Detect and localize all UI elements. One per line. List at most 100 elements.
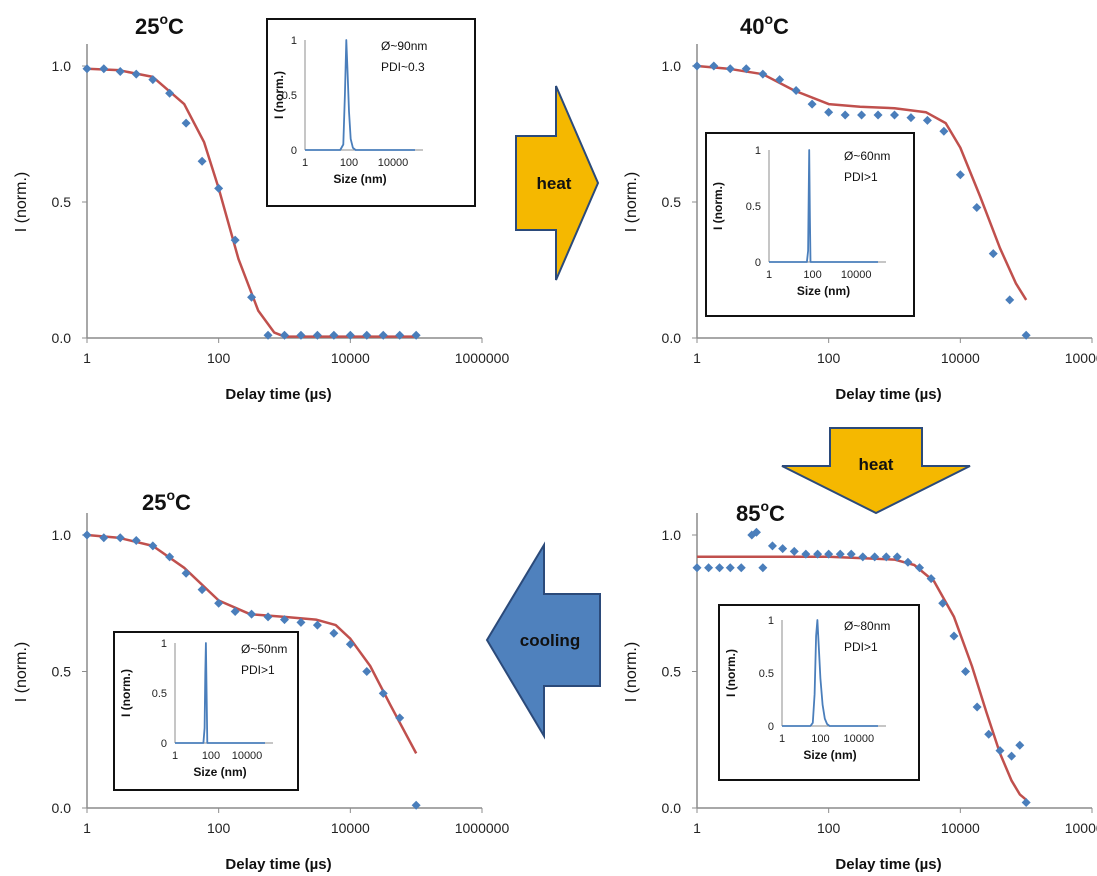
chart-panel-1: 1 100 10000 1000000 0.0 0.5 1.0 Delay time (µs)… (13, 11, 509, 403)
inset-x-tick-label: 100 (803, 269, 821, 281)
chart-panel-4: 1 100 10000 1000000 0.0 0.5 1.0 Delay time (µs)… (623, 498, 1097, 873)
inset-x-tick-label: 1 (172, 750, 178, 762)
heat-arrow-right: heat (515, 85, 600, 281)
inset-annotation: PDI>1 (241, 663, 275, 677)
data-point (181, 118, 191, 128)
data-point (99, 533, 109, 543)
data-point (131, 535, 141, 545)
data-point (939, 126, 949, 136)
data-point (715, 563, 725, 573)
data-point (704, 563, 714, 573)
inset-annotation: Ø~50nm (241, 642, 287, 656)
data-point (984, 729, 994, 739)
data-point (230, 235, 240, 245)
x-axis-label: Delay time (µs) (835, 856, 941, 873)
data-point (922, 115, 932, 125)
inset-frame (266, 18, 476, 207)
heat-arrow-right-shape (515, 85, 600, 281)
data-point (82, 530, 92, 540)
inset-y-tick-label: 0 (291, 145, 297, 157)
inset-x-axis-label: Size (nm) (797, 284, 850, 298)
x-axis-label: Delay time (µs) (225, 856, 331, 873)
inset-size-distribution (305, 39, 415, 151)
chart-title-degree: o (166, 487, 175, 503)
data-point (362, 667, 372, 676)
data-point (751, 527, 761, 537)
y-axis-label: I (norm.) (623, 642, 640, 702)
data-point (1007, 751, 1017, 761)
inset-y-tick-label: 0 (768, 721, 774, 733)
heat-arrow-down-shape (781, 427, 971, 515)
chart-panel-2: 1 100 10000 1000000 0.0 0.5 1.0 Delay time (µs)… (623, 11, 1097, 403)
y-tick-label: 0.0 (52, 330, 72, 346)
inset-size-distribution (769, 149, 878, 263)
data-point (1005, 295, 1015, 305)
cooling-arrow-left: cooling (485, 541, 601, 740)
data-point (197, 156, 207, 166)
data-point (840, 110, 850, 120)
data-point (824, 107, 834, 117)
data-point (197, 585, 207, 595)
chart-title-unit: C (168, 14, 184, 39)
chart-panel-3: 1 100 10000 1000000 0.0 0.5 1.0 Delay time (µs)… (13, 487, 509, 873)
data-point (329, 330, 339, 340)
data-point (789, 546, 799, 556)
chart-title: 25oC (135, 11, 184, 39)
inset-x-tick-label: 100 (202, 750, 220, 762)
data-point (857, 110, 867, 120)
inset-chart: 1 100 10000 0 0.5 1 Size (nm) I (norm.) Ø~90nm PD… (266, 18, 476, 207)
data-point (858, 552, 868, 562)
y-tick-label: 1.0 (52, 58, 72, 74)
inset-y-axis-label: I (norm.) (711, 182, 725, 230)
data-point (736, 563, 746, 573)
data-point (1021, 330, 1031, 340)
cooling-arrow-left-shape (485, 541, 601, 740)
data-point (263, 612, 273, 622)
heat-arrow-down-label: heat (859, 455, 894, 474)
data-point (972, 202, 982, 212)
data-point (1021, 798, 1031, 808)
data-point (692, 61, 702, 71)
chart-title: 40oC (740, 11, 789, 39)
chart-title-unit: C (773, 14, 789, 39)
inset-y-tick-label: 0.5 (152, 688, 167, 700)
x-tick-label: 10000 (331, 350, 370, 366)
inset-x-tick-label: 10000 (378, 157, 409, 169)
chart-title-value: 40 (740, 14, 764, 39)
data-point (961, 667, 971, 676)
heat-arrow-right-label: heat (537, 174, 572, 193)
x-axis-label: Delay time (µs) (835, 386, 941, 403)
inset-y-tick-label: 0.5 (759, 668, 774, 680)
data-point (395, 330, 405, 340)
data-point (247, 609, 257, 619)
data-point (692, 563, 702, 573)
x-tick-label: 1 (83, 820, 91, 836)
data-point (378, 688, 388, 698)
x-tick-label: 100 (817, 350, 841, 366)
data-point (881, 552, 891, 562)
data-point (775, 75, 785, 85)
y-tick-label: 1.0 (52, 527, 72, 543)
data-point (345, 639, 355, 649)
data-point (131, 69, 141, 79)
y-axis-label: I (norm.) (623, 172, 640, 232)
inset-y-axis-label: I (norm.) (119, 669, 133, 717)
chart-title-value: 25 (142, 490, 166, 515)
data-point (312, 620, 322, 630)
data-point (741, 64, 751, 74)
inset-y-tick-label: 1 (291, 35, 297, 47)
data-point (903, 557, 913, 567)
data-point (247, 292, 257, 302)
data-point (949, 631, 959, 641)
data-point (873, 110, 883, 120)
inset-x-axis-label: Size (nm) (193, 765, 246, 779)
inset-x-tick-label: 10000 (844, 733, 875, 745)
y-tick-label: 0.0 (662, 330, 682, 346)
x-tick-label: 1000000 (455, 820, 510, 836)
data-point (82, 64, 92, 74)
data-point (926, 574, 936, 584)
data-point (115, 533, 125, 543)
x-tick-label: 1 (693, 820, 701, 836)
data-point (263, 330, 273, 340)
